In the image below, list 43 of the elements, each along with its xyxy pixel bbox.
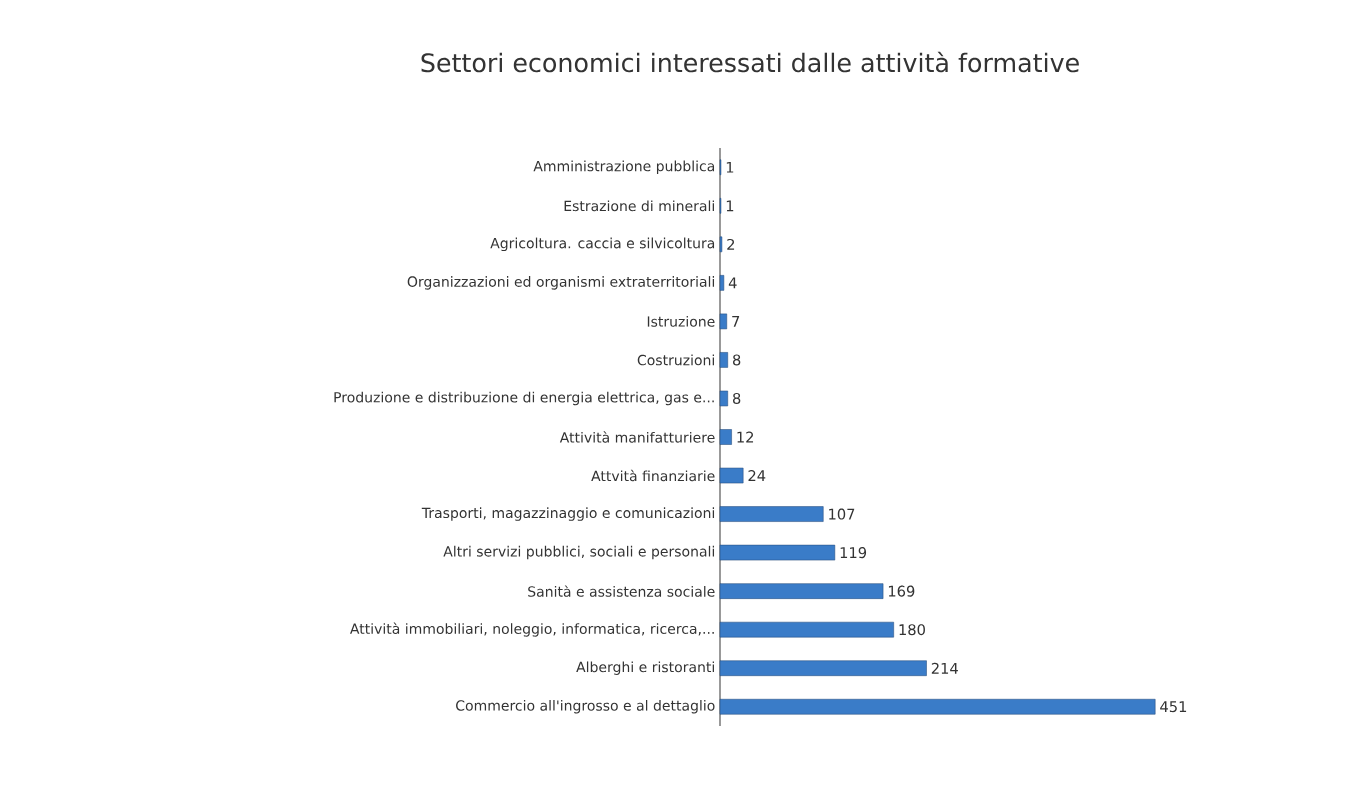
bar xyxy=(719,544,836,561)
data-label: 2 xyxy=(727,238,735,250)
bar xyxy=(719,313,728,330)
data-label: 180 xyxy=(899,624,925,636)
bar xyxy=(719,583,884,599)
bar xyxy=(719,390,728,407)
data-label: 8 xyxy=(732,392,741,405)
bar xyxy=(719,429,732,445)
data-label: 214 xyxy=(931,662,958,674)
data-label: 1 xyxy=(726,161,734,173)
data-label: 107 xyxy=(829,508,855,520)
data-label: 1 xyxy=(726,200,734,212)
y-tick-label: Commercio all'ingrosso e al dettaglio xyxy=(456,699,715,714)
data-label: 7 xyxy=(732,316,740,327)
data-label: 169 xyxy=(888,585,915,597)
y-tick-label: Altri servizi pubblici, sociali e personali xyxy=(443,545,715,560)
data-label: 451 xyxy=(1160,701,1187,713)
y-tick-label: Istruzione xyxy=(647,316,715,327)
data-label: 8 xyxy=(732,354,741,366)
y-tick-label: Estrazione di minerali xyxy=(564,200,714,212)
data-label: 4 xyxy=(728,277,737,289)
chart-title: Settori economici interessati dalle attività formative xyxy=(421,51,1079,73)
y-tick-label: Attività immobiliari, noleggio, informatica, ricerca,... xyxy=(350,622,714,637)
y-tick-label: Organizzazioni ed organismi extraterritoriali xyxy=(407,276,715,290)
y-tick-label: Attività manifatturiere xyxy=(559,431,715,443)
y-tick-label: Costruzioni xyxy=(637,354,714,366)
y-tick-label: Amministrazione pubblica xyxy=(533,160,715,175)
y-tick-label: Sanità e assistenza sociale xyxy=(528,585,715,597)
y-tick-label: Agricoltura. caccia e silvicoltura xyxy=(490,237,715,252)
data-label: 12 xyxy=(737,431,754,443)
y-tick-label: Produzione e distribuzione di energia elettrica, gas e... xyxy=(334,391,714,406)
bar xyxy=(719,506,824,522)
bar xyxy=(719,660,927,676)
bar xyxy=(719,352,728,368)
y-tick-label: Alberghi e ristoranti xyxy=(576,661,714,675)
data-label: 119 xyxy=(840,547,867,559)
y-tick-label: Attvità finanziarie xyxy=(591,469,715,482)
bar xyxy=(719,467,744,484)
bar xyxy=(719,698,1156,715)
bar xyxy=(719,621,894,638)
data-label: 24 xyxy=(748,470,766,481)
bar xyxy=(719,275,725,291)
y-tick-label: Trasporti, magazzinaggio e comunicazioni xyxy=(421,507,715,521)
